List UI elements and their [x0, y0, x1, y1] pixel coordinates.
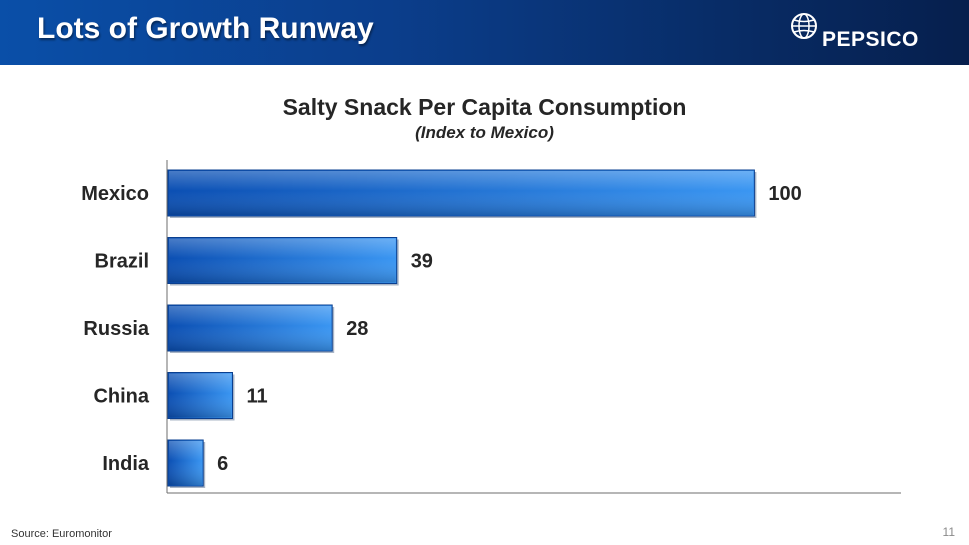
value-label-russia: 28 — [346, 318, 368, 340]
pepsico-globe-icon — [791, 13, 817, 39]
page-number: 11 — [942, 525, 955, 539]
slide-title: Lots of Growth Runway — [37, 12, 374, 45]
bar-bevel — [169, 238, 396, 283]
slide-header: Lots of Growth Runway PEPSICO — [0, 0, 969, 65]
value-label-china: 11 — [247, 386, 268, 408]
value-label-brazil: 39 — [411, 251, 433, 273]
chart-subtitle: (Index to Mexico) — [415, 123, 554, 142]
value-label-mexico: 100 — [768, 183, 801, 205]
source-note: Source: Euromonitor — [11, 528, 112, 540]
category-label-brazil: Brazil — [95, 251, 149, 273]
category-label-russia: Russia — [83, 318, 149, 340]
bar-bevel — [169, 373, 232, 418]
category-label-mexico: Mexico — [81, 183, 149, 205]
pepsico-logo: PEPSICO — [790, 12, 950, 56]
bar-bevel — [169, 441, 203, 485]
chart-title: Salty Snack Per Capita Consumption — [282, 94, 687, 120]
bar-bevel — [169, 306, 332, 350]
bar-bevel — [169, 171, 754, 215]
chart-axes — [166, 160, 901, 494]
pepsico-wordmark: PEPSICO — [822, 28, 919, 51]
category-label-china: China — [93, 386, 149, 408]
category-label-india: India — [102, 453, 150, 475]
value-label-india: 6 — [217, 453, 228, 475]
